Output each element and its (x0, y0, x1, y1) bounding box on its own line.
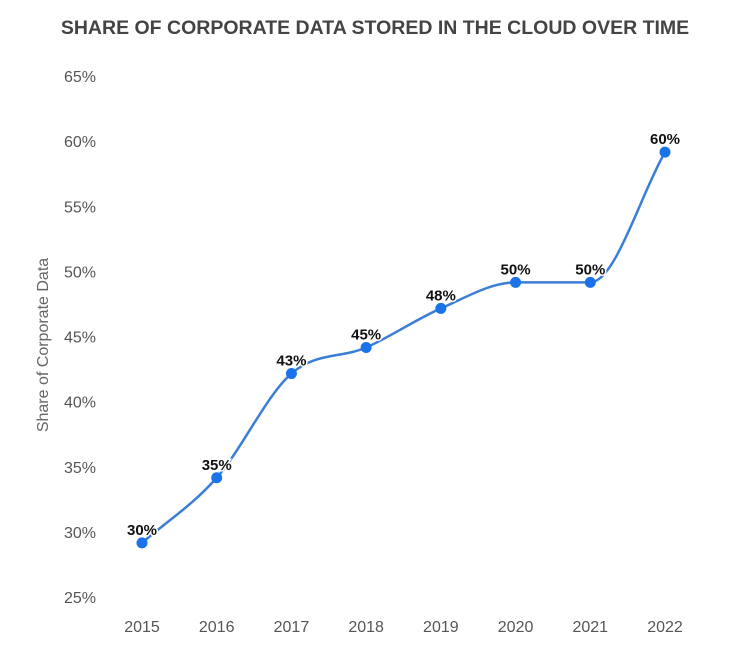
x-tick-label: 2015 (124, 619, 160, 636)
data-label: 43% (276, 353, 306, 370)
data-label: 30% (127, 522, 157, 539)
data-label: 45% (351, 327, 381, 344)
data-point (435, 302, 447, 314)
data-point (285, 368, 297, 380)
x-tick-label: 2022 (647, 619, 683, 636)
series-line (141, 151, 667, 544)
x-tick-label: 2020 (498, 619, 534, 636)
data-point (584, 276, 596, 288)
data-label: 35% (202, 457, 232, 474)
chart-title: SHARE OF CORPORATE DATA STORED IN THE CL… (61, 17, 689, 39)
y-tick-label: 60% (64, 134, 96, 151)
x-tick-label: 2016 (199, 619, 235, 636)
x-tick-label: 2018 (348, 619, 384, 636)
y-tick-label: 30% (64, 525, 96, 542)
y-tick-label: 35% (64, 460, 96, 477)
y-axis-label: Share of Corporate Data (35, 258, 52, 432)
data-label: 60% (650, 131, 680, 148)
data-point (510, 276, 522, 288)
y-tick-label: 40% (64, 395, 96, 412)
data-label: 50% (501, 261, 531, 278)
y-tick-label: 55% (64, 199, 96, 216)
y-tick-label: 25% (64, 590, 96, 607)
data-point (360, 342, 372, 353)
data-label: 48% (426, 287, 456, 304)
data-point (211, 472, 223, 484)
data-point (136, 537, 148, 549)
x-tick-label: 2021 (572, 619, 608, 636)
data-point (659, 146, 671, 158)
y-tick-label: 65% (64, 69, 96, 86)
y-tick-label: 45% (64, 330, 96, 347)
x-tick-label: 2017 (274, 619, 310, 636)
y-tick-label: 50% (64, 264, 96, 281)
data-label: 50% (575, 261, 605, 278)
x-tick-label: 2019 (423, 619, 459, 636)
